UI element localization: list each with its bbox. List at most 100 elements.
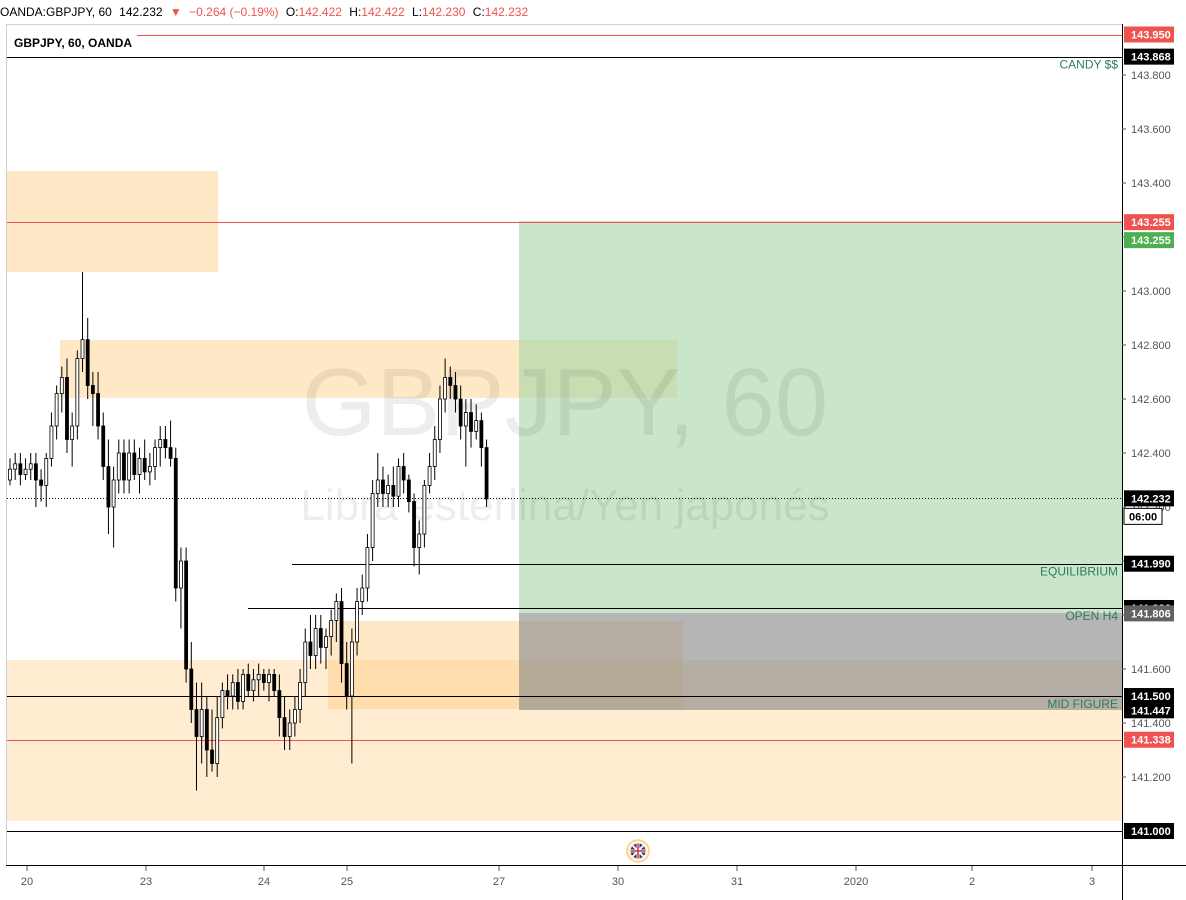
candle-body xyxy=(215,717,220,764)
target-zone[interactable] xyxy=(519,221,1122,613)
candle-body xyxy=(381,479,385,494)
candle-body xyxy=(85,339,90,386)
candle xyxy=(220,682,225,729)
candle xyxy=(199,682,204,764)
candle xyxy=(65,358,69,453)
candle xyxy=(256,663,261,696)
candle-body xyxy=(303,641,308,683)
price-badge[interactable]: 141.990 xyxy=(1124,555,1174,572)
candle xyxy=(412,493,416,567)
price-badge-bg xyxy=(1124,555,1174,572)
candle xyxy=(246,663,251,696)
price-tick-label: 143.800 xyxy=(1131,70,1171,82)
candle-body xyxy=(127,452,132,481)
time-tick-label: 27 xyxy=(493,876,505,888)
candle-body xyxy=(70,425,75,440)
price-badge-bg xyxy=(1124,232,1174,249)
candle-body xyxy=(194,709,199,737)
legend-title[interactable]: GBPJPY, 60, OANDA xyxy=(14,36,132,50)
close-value: 142.232 xyxy=(484,5,529,19)
price-badge-bg xyxy=(1124,26,1174,43)
candle-body xyxy=(365,547,370,589)
price-badge-bg xyxy=(1124,688,1174,704)
price-badge-label: 141.500 xyxy=(1131,691,1171,703)
time-tick-label: 2 xyxy=(969,876,975,888)
price-tick-label: 141.400 xyxy=(1131,718,1171,730)
candle xyxy=(18,453,23,486)
price-badge-label: 143.255 xyxy=(1131,235,1171,247)
candle-body xyxy=(349,641,354,697)
change-arrow-icon: ▼ xyxy=(169,5,182,19)
candle-body xyxy=(28,463,33,470)
candle-body xyxy=(204,709,209,751)
price-badge[interactable]: 141.447 xyxy=(1124,702,1174,719)
candle-body xyxy=(65,376,69,440)
candle xyxy=(438,385,442,453)
supply-zone-top[interactable] xyxy=(7,171,218,272)
candle-body xyxy=(438,398,442,440)
line-label: CANDY $$ xyxy=(1060,58,1119,72)
candle xyxy=(432,426,437,480)
open-value: 142.422 xyxy=(298,5,342,19)
candle xyxy=(422,480,427,548)
symbol-name[interactable]: OANDA:GBPJPY, 60 xyxy=(0,5,112,19)
candle xyxy=(443,358,448,413)
price-badge[interactable]: 142.232 xyxy=(1124,490,1174,507)
candle xyxy=(8,458,12,486)
candle xyxy=(96,372,100,440)
close-label: C: xyxy=(472,5,485,19)
candle-body xyxy=(432,439,437,467)
candle-body xyxy=(391,484,396,497)
price-badge-bg xyxy=(1124,823,1174,839)
candle-body xyxy=(282,717,287,737)
candle-body xyxy=(122,452,126,481)
uk-flag-icon[interactable] xyxy=(626,839,650,863)
watermark-symbol: GBPJPY, 60 xyxy=(302,349,829,456)
candle xyxy=(116,439,121,494)
price-badge[interactable]: 143.950 xyxy=(1124,26,1174,43)
price-badge[interactable]: 143.868 xyxy=(1124,48,1174,65)
candle-body xyxy=(18,463,23,475)
price-badge[interactable]: 141.806 xyxy=(1124,605,1174,622)
candle xyxy=(298,669,302,723)
candle xyxy=(313,615,318,669)
price-tick-label: 143.600 xyxy=(1131,124,1171,136)
time-tick-label: 23 xyxy=(140,876,152,888)
candle xyxy=(381,466,385,507)
price-badge[interactable]: 143.255 xyxy=(1124,232,1174,249)
stop-zone[interactable] xyxy=(519,613,1122,710)
price-badge[interactable]: 141.338 xyxy=(1124,731,1174,748)
candle xyxy=(127,439,132,494)
price-badge-bg xyxy=(1124,731,1174,748)
candle-body xyxy=(261,674,266,683)
candle xyxy=(153,439,157,480)
price-tick-label: 141.200 xyxy=(1131,772,1171,784)
candle xyxy=(303,628,308,696)
candle-body xyxy=(75,358,80,427)
candle-body xyxy=(184,560,189,670)
candle-body xyxy=(210,749,214,764)
high-label: H: xyxy=(349,5,362,19)
candle xyxy=(453,372,458,413)
candle xyxy=(396,458,401,507)
candle xyxy=(59,366,64,413)
candle xyxy=(111,466,116,548)
candle-body xyxy=(8,468,12,481)
candle xyxy=(28,453,33,480)
candle xyxy=(469,399,473,448)
candle xyxy=(54,385,59,440)
candle-body xyxy=(179,560,183,589)
candle xyxy=(251,669,256,702)
candle xyxy=(122,439,126,494)
price-badge[interactable]: 141.000 xyxy=(1124,823,1174,839)
candle-body xyxy=(267,674,271,683)
candle-body xyxy=(39,479,43,486)
price-badge[interactable]: 141.500 xyxy=(1124,688,1174,704)
price-tick-label: 143.000 xyxy=(1131,286,1171,298)
candle xyxy=(344,642,349,710)
price-badge[interactable]: 143.255 xyxy=(1124,214,1174,231)
candle xyxy=(132,439,137,480)
time-tick-label: 25 xyxy=(341,876,353,888)
price-badge-bg xyxy=(1124,48,1174,65)
